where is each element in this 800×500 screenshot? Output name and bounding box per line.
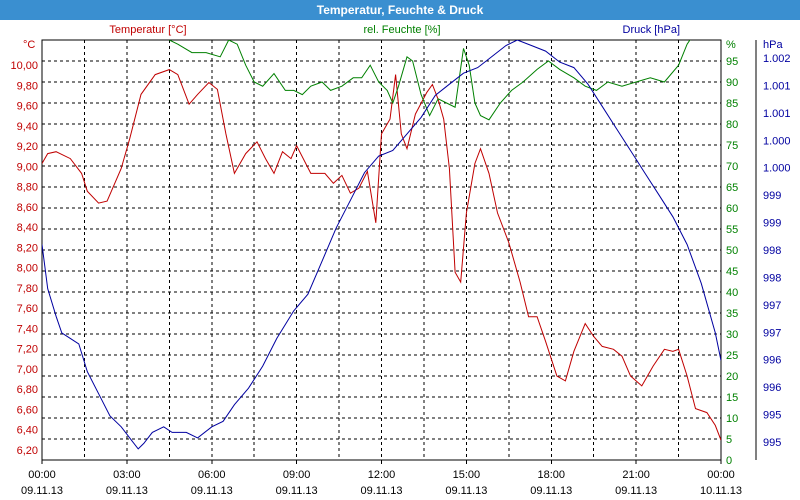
chart-area: 10,00 9,80 9,60 9,40 9,20 9,00 8,80 8,60 8,40 8,2… bbox=[10, 24, 790, 497]
axes bbox=[41, 39, 757, 464]
pressure-tick-label: 1.002 bbox=[763, 53, 791, 65]
temperature-tick-label: 7,60 bbox=[17, 303, 38, 315]
x-tick-time: 03:00 bbox=[113, 469, 141, 481]
x-tick-date: 09.11.13 bbox=[276, 485, 318, 497]
grid bbox=[42, 40, 721, 460]
humidity-axis-label: rel. Feuchte [%] bbox=[363, 24, 440, 36]
temperature-unit: °C bbox=[23, 39, 35, 51]
x-tick-time: 21:00 bbox=[622, 469, 650, 481]
x-tick-date: 09.11.13 bbox=[445, 485, 487, 497]
x-tick-date: 09.11.13 bbox=[615, 485, 657, 497]
humidity-tick-label: 75 bbox=[726, 140, 738, 152]
temperature-tick-label: 9,80 bbox=[17, 80, 38, 92]
pressure-tick-label: 999 bbox=[763, 190, 781, 202]
pressure-tick-label: 996 bbox=[763, 355, 781, 367]
x-tick-date: 09.11.13 bbox=[530, 485, 572, 497]
humidity-tick-label: 5 bbox=[726, 434, 732, 446]
humidity-tick-label: 70 bbox=[726, 161, 738, 173]
humidity-tick-label: 95 bbox=[726, 56, 738, 68]
pressure-tick-label: 1.001 bbox=[763, 108, 791, 120]
pressure-tick-label: 995 bbox=[763, 410, 781, 422]
temperature-tick-label: 6,80 bbox=[17, 384, 38, 396]
humidity-series-line bbox=[169, 40, 691, 121]
humidity-tick-label: 10 bbox=[726, 413, 738, 425]
temperature-tick-label: 6,60 bbox=[17, 404, 38, 416]
x-tick-time: 18:00 bbox=[537, 469, 565, 481]
temperature-tick-label: 9,20 bbox=[17, 141, 38, 153]
x-tick-time: 15:00 bbox=[453, 469, 481, 481]
pressure-tick-label: 998 bbox=[763, 245, 781, 257]
temperature-tick-label: 7,80 bbox=[17, 283, 38, 295]
humidity-tick-label: 80 bbox=[726, 119, 738, 131]
temperature-tick-label: 8,40 bbox=[17, 222, 38, 234]
humidity-tick-label: 45 bbox=[726, 266, 738, 278]
x-tick-date: 09.11.13 bbox=[21, 485, 63, 497]
pressure-unit: hPa bbox=[763, 39, 783, 51]
temperature-tick-label: 9,40 bbox=[17, 121, 38, 133]
x-tick-date: 10.11.13 bbox=[700, 485, 742, 497]
x-tick-date: 09.11.13 bbox=[106, 485, 148, 497]
humidity-tick-label: 85 bbox=[726, 98, 738, 110]
temperature-tick-label: 6,40 bbox=[17, 425, 38, 437]
humidity-tick-label: 15 bbox=[726, 392, 738, 404]
x-tick-date: 09.11.13 bbox=[360, 485, 402, 497]
temperature-tick-label: 8,60 bbox=[17, 202, 38, 214]
humidity-tick-label: 35 bbox=[726, 308, 738, 320]
humidity-tick-label: 65 bbox=[726, 182, 738, 194]
humidity-tick-label: 20 bbox=[726, 371, 738, 383]
series-lines bbox=[42, 40, 721, 450]
humidity-tick-label: 55 bbox=[726, 224, 738, 236]
x-tick-time: 00:00 bbox=[707, 469, 735, 481]
temperature-series-line bbox=[42, 69, 721, 441]
humidity-tick-label: 25 bbox=[726, 350, 738, 362]
temperature-tick-label: 8,20 bbox=[17, 242, 38, 254]
x-tick-time: 06:00 bbox=[198, 469, 226, 481]
pressure-tick-label: 998 bbox=[763, 272, 781, 284]
pressure-series-line bbox=[42, 40, 721, 450]
humidity-tick-label: 30 bbox=[726, 329, 738, 341]
humidity-tick-label: 90 bbox=[726, 77, 738, 89]
pressure-axis-label: Druck [hPa] bbox=[623, 24, 680, 36]
humidity-tick-label: 0 bbox=[726, 455, 732, 467]
pressure-tick-label: 1.001 bbox=[763, 80, 791, 92]
temperature-tick-label: 7,40 bbox=[17, 323, 38, 335]
pressure-tick-label: 999 bbox=[763, 218, 781, 230]
temperature-tick-label: 7,20 bbox=[17, 344, 38, 356]
temperature-tick-label: 8,00 bbox=[17, 263, 38, 275]
humidity-tick-label: 40 bbox=[726, 287, 738, 299]
temperature-tick-label: 7,00 bbox=[17, 364, 38, 376]
chart-title: Temperatur, Feuchte & Druck bbox=[0, 0, 800, 20]
pressure-tick-label: 996 bbox=[763, 382, 781, 394]
pressure-tick-label: 995 bbox=[763, 437, 781, 449]
humidity-unit: % bbox=[726, 39, 736, 51]
x-tick-time: 00:00 bbox=[28, 469, 56, 481]
humidity-tick-label: 60 bbox=[726, 203, 738, 215]
x-tick-date: 09.11.13 bbox=[191, 485, 233, 497]
temperature-tick-label: 9,00 bbox=[17, 161, 38, 173]
humidity-tick-label: 50 bbox=[726, 245, 738, 257]
temperature-tick-label: 8,80 bbox=[17, 182, 38, 194]
temperature-tick-label: 10,00 bbox=[10, 60, 38, 72]
temperature-axis-label: Temperatur [°C] bbox=[109, 24, 186, 36]
pressure-tick-label: 1.000 bbox=[763, 163, 791, 175]
temperature-tick-label: 9,60 bbox=[17, 101, 38, 113]
temperature-tick-label: 6,20 bbox=[17, 445, 38, 457]
x-tick-time: 09:00 bbox=[283, 469, 311, 481]
pressure-tick-label: 1.000 bbox=[763, 135, 791, 147]
pressure-tick-label: 997 bbox=[763, 300, 781, 312]
pressure-tick-label: 997 bbox=[763, 327, 781, 339]
x-tick-time: 12:00 bbox=[368, 469, 396, 481]
axis-labels: 10,00 9,80 9,60 9,40 9,20 9,00 8,80 8,60 8,40 8,2… bbox=[10, 24, 790, 497]
